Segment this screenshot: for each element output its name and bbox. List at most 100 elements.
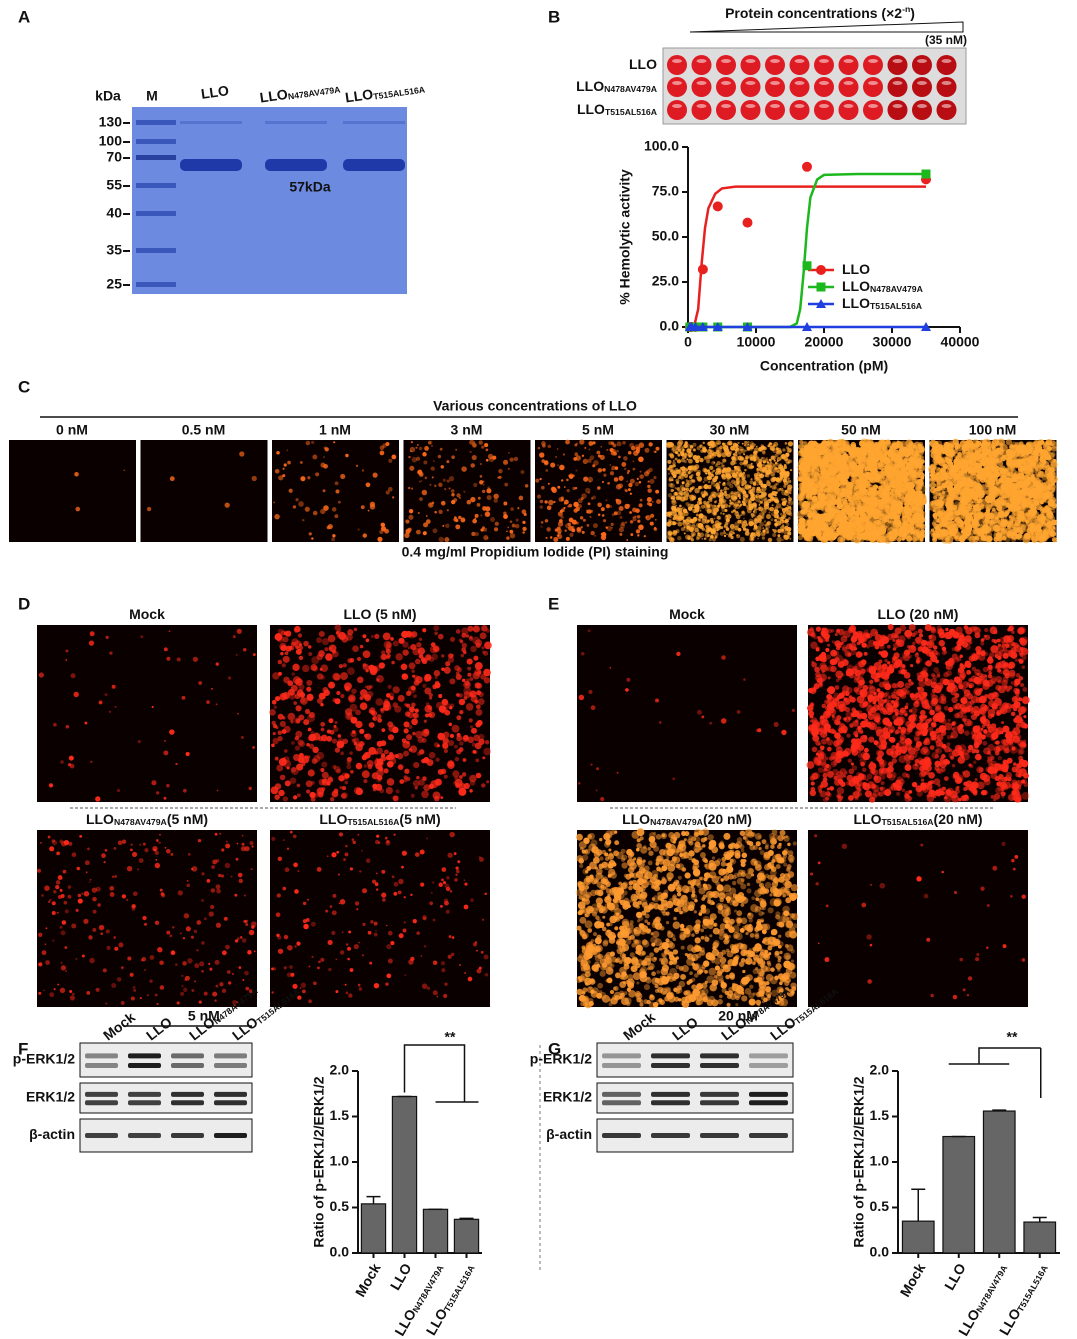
cell	[251, 475, 257, 482]
cell	[668, 441, 674, 447]
cell	[621, 461, 627, 467]
cell	[914, 469, 919, 474]
cell	[713, 484, 716, 487]
cell	[859, 525, 867, 533]
cell	[760, 456, 766, 462]
cell	[446, 460, 450, 464]
cell	[706, 534, 710, 538]
cell	[845, 464, 851, 470]
cell	[741, 442, 744, 445]
plate-title: Protein concentrations (×2-n)	[725, 4, 915, 20]
cell	[765, 524, 771, 529]
cell	[379, 450, 385, 456]
cell	[710, 491, 716, 497]
cell	[682, 506, 685, 509]
cell	[754, 496, 761, 503]
cell	[724, 508, 728, 512]
cell	[408, 514, 414, 520]
cell	[651, 500, 654, 503]
cell	[715, 507, 720, 512]
cell	[743, 444, 747, 447]
cell	[710, 480, 715, 485]
y-tick-label: 100.0	[644, 138, 679, 154]
x-tick-label-part: N478AV479A	[974, 1263, 1009, 1314]
cell	[749, 444, 752, 447]
cell	[445, 523, 450, 529]
cell	[440, 465, 444, 469]
cell	[849, 461, 856, 468]
cell	[544, 500, 548, 504]
cell	[568, 474, 571, 478]
cell	[621, 521, 625, 526]
cell	[514, 523, 520, 529]
cell	[737, 519, 742, 524]
cell	[677, 454, 680, 457]
cell	[752, 443, 756, 447]
cell	[738, 446, 744, 452]
cell	[494, 521, 499, 526]
cell	[692, 454, 699, 461]
cell	[1039, 506, 1045, 512]
cell	[783, 463, 787, 467]
cell	[311, 440, 315, 445]
cell	[776, 536, 782, 543]
cell	[722, 489, 725, 492]
cell	[776, 463, 780, 467]
cell	[707, 441, 710, 444]
cell	[756, 532, 761, 537]
well	[936, 100, 957, 120]
cell	[758, 517, 763, 521]
cell	[333, 441, 336, 444]
panel-title: Various concentrations of LLO	[433, 398, 637, 414]
cell	[557, 521, 564, 527]
cell	[603, 519, 607, 523]
cell	[774, 466, 778, 471]
cell	[485, 448, 489, 452]
cell	[778, 467, 781, 470]
cell	[881, 444, 888, 451]
cell	[575, 469, 578, 472]
fit-curve	[687, 185, 926, 329]
cell	[746, 446, 751, 451]
cell	[719, 522, 723, 525]
well	[838, 100, 859, 120]
cell	[671, 447, 675, 450]
cell	[811, 495, 818, 502]
cell	[473, 441, 476, 444]
cell	[719, 445, 723, 450]
cell	[699, 509, 702, 512]
significance-bracket	[403, 1044, 466, 1102]
cell	[548, 499, 554, 506]
cell	[567, 522, 572, 527]
cell	[822, 532, 828, 539]
cell	[493, 493, 499, 499]
cell	[772, 528, 775, 531]
cell	[757, 514, 762, 520]
cell	[748, 454, 755, 460]
cell	[766, 531, 770, 534]
cell	[743, 502, 747, 506]
cell	[715, 464, 718, 467]
well	[838, 77, 859, 97]
cell	[415, 456, 421, 461]
cell	[498, 475, 502, 479]
cell	[687, 458, 693, 464]
cell	[828, 511, 835, 517]
cell	[713, 461, 716, 464]
cell	[594, 534, 596, 537]
cell	[334, 481, 339, 486]
cell	[811, 465, 818, 472]
cell	[787, 531, 792, 536]
cell	[896, 515, 901, 519]
marker-size: 100	[99, 133, 123, 149]
cell	[618, 455, 621, 459]
cell	[780, 507, 783, 510]
cell	[763, 533, 766, 535]
well-shine	[941, 59, 952, 63]
plate-row-label: LLO	[629, 56, 657, 72]
cell	[710, 483, 713, 487]
cell	[799, 505, 804, 509]
plate-max: (35 nM)	[925, 33, 967, 47]
cell	[589, 515, 592, 518]
